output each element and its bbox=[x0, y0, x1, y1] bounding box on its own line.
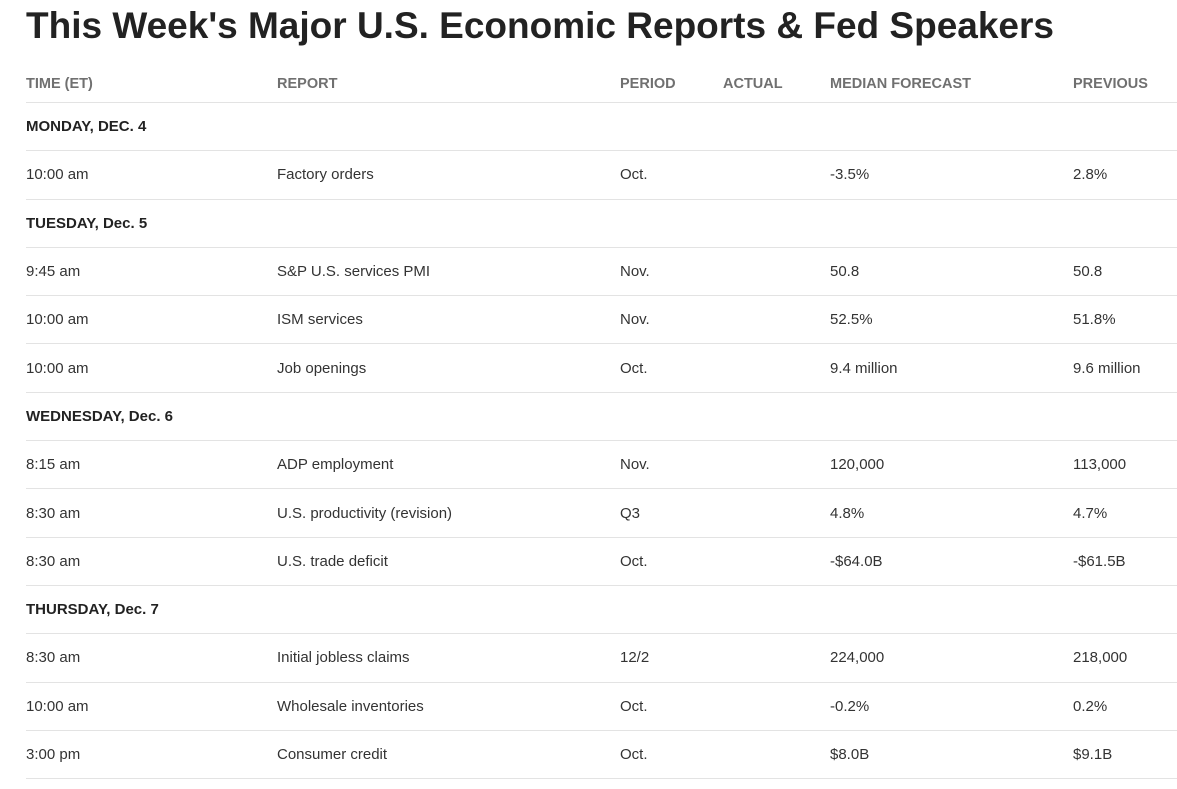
report-cell: Wholesale inventories bbox=[277, 697, 424, 715]
median-forecast-cell: 4.8% bbox=[830, 504, 865, 522]
previous-cell: 218,000 bbox=[1073, 649, 1128, 667]
previous-cell: 9.6 million bbox=[1073, 359, 1141, 377]
report-cell: Initial jobless claims bbox=[277, 649, 410, 667]
table-row: 8:30 am Initial jobless claims 12/2 224,000… bbox=[26, 634, 1177, 683]
day-label: MONDAY, DEC. 4 bbox=[26, 118, 147, 136]
period-cell: Nov. bbox=[620, 311, 650, 329]
day-label: THURSDAY, Dec. 7 bbox=[26, 601, 159, 619]
period-cell: Oct. bbox=[620, 697, 648, 715]
table-row: 8:30 am U.S. productivity (revision) Q3 4.8… bbox=[26, 489, 1177, 538]
median-forecast-cell: $8.0B bbox=[830, 746, 870, 763]
previous-cell: 50.8 bbox=[1073, 263, 1103, 281]
previous-cell: -$61.5B bbox=[1073, 552, 1126, 570]
time-cell: 10:00 am bbox=[26, 359, 89, 377]
period-cell: Nov. bbox=[620, 456, 650, 474]
previous-cell: 4.7% bbox=[1073, 504, 1108, 522]
page-title: This Week's Major U.S. Economic Reports … bbox=[26, 5, 1054, 46]
table-row: 10:00 am ISM services Nov. 52.5% 51.8% bbox=[26, 296, 1177, 345]
table-row: 10:00 am Wholesale inventories Oct. -0.2% 0.… bbox=[26, 683, 1177, 731]
column-header-period: PERIOD bbox=[620, 76, 676, 92]
period-cell: Oct. bbox=[620, 359, 648, 377]
time-cell: 8:15 am bbox=[26, 456, 81, 474]
day-header-row: TUESDAY, Dec. 5 bbox=[26, 200, 1177, 248]
column-header-time: TIME (ET) bbox=[26, 76, 93, 92]
column-header-previous: PREVIOUS bbox=[1073, 76, 1148, 92]
time-cell: 8:30 am bbox=[26, 504, 81, 522]
day-label: TUESDAY, Dec. 5 bbox=[26, 214, 148, 232]
time-cell: 9:45 am bbox=[26, 263, 81, 281]
median-forecast-cell: 9.4 million bbox=[830, 359, 898, 377]
column-header-report: REPORT bbox=[277, 76, 338, 92]
report-cell: Job openings bbox=[277, 359, 367, 377]
median-forecast-cell: 120,000 bbox=[830, 456, 885, 474]
time-cell: 8:30 am bbox=[26, 649, 81, 667]
report-cell: U.S. productivity (revision) bbox=[277, 504, 453, 522]
day-header-row: WEDNESDAY, Dec. 6 bbox=[26, 393, 1177, 442]
report-cell: S&P U.S. services PMI bbox=[277, 263, 431, 281]
table-header-row: TIME (ET) REPORT PERIOD ACTUAL MEDIAN FO… bbox=[26, 70, 1177, 103]
time-cell: 10:00 am bbox=[26, 166, 89, 184]
report-cell: U.S. trade deficit bbox=[277, 552, 388, 570]
time-cell: 10:00 am bbox=[26, 697, 89, 715]
median-forecast-cell: -$64.0B bbox=[830, 552, 883, 570]
column-header-actual: ACTUAL bbox=[723, 76, 783, 92]
previous-cell: 0.2% bbox=[1073, 697, 1108, 715]
median-forecast-cell: -0.2% bbox=[830, 697, 870, 715]
time-cell: 3:00 pm bbox=[26, 746, 81, 763]
table-row: 10:00 am Job openings Oct. 9.4 million 9.6 m… bbox=[26, 344, 1177, 393]
table-row: 10:00 am Factory orders Oct. -3.5% 2.8% bbox=[26, 151, 1177, 200]
median-forecast-cell: 52.5% bbox=[830, 311, 873, 329]
table-row: 3:00 pm Consumer credit Oct. $8.0B $9.1B bbox=[26, 731, 1177, 780]
median-forecast-cell: -3.5% bbox=[830, 166, 870, 184]
report-cell: Consumer credit bbox=[277, 746, 388, 763]
previous-cell: 51.8% bbox=[1073, 311, 1116, 329]
economic-schedule-table: TIME (ET) REPORT PERIOD ACTUAL MEDIAN FO… bbox=[26, 70, 1177, 780]
period-cell: Oct. bbox=[620, 166, 648, 184]
table-row: 9:45 am S&P U.S. services PMI Nov. 50.8 50.8 bbox=[26, 248, 1177, 297]
report-cell: ADP employment bbox=[277, 456, 394, 474]
day-header-row: THURSDAY, Dec. 7 bbox=[26, 586, 1177, 635]
period-cell: Q3 bbox=[620, 504, 641, 522]
previous-cell: 2.8% bbox=[1073, 166, 1108, 184]
time-cell: 10:00 am bbox=[26, 311, 89, 329]
table-body: MONDAY, DEC. 4 10:00 am Factory orders Oct.… bbox=[26, 103, 1177, 780]
time-cell: 8:30 am bbox=[26, 552, 81, 570]
table-row: 8:30 am U.S. trade deficit Oct. -$64.0B -$61… bbox=[26, 538, 1177, 586]
median-forecast-cell: 50.8 bbox=[830, 263, 860, 281]
period-cell: Nov. bbox=[620, 263, 650, 281]
previous-cell: $9.1B bbox=[1073, 746, 1113, 763]
column-header-median-forecast: MEDIAN FORECAST bbox=[830, 76, 971, 92]
period-cell: 12/2 bbox=[620, 649, 650, 667]
report-cell: ISM services bbox=[277, 311, 363, 329]
report-cell: Factory orders bbox=[277, 166, 374, 184]
period-cell: Oct. bbox=[620, 552, 648, 570]
day-header-row: MONDAY, DEC. 4 bbox=[26, 103, 1177, 152]
day-label: WEDNESDAY, Dec. 6 bbox=[26, 407, 173, 425]
table-row: 8:15 am ADP employment Nov. 120,000 113,000 bbox=[26, 441, 1177, 490]
previous-cell: 113,000 bbox=[1073, 456, 1127, 474]
median-forecast-cell: 224,000 bbox=[830, 649, 885, 667]
period-cell: Oct. bbox=[620, 746, 648, 763]
